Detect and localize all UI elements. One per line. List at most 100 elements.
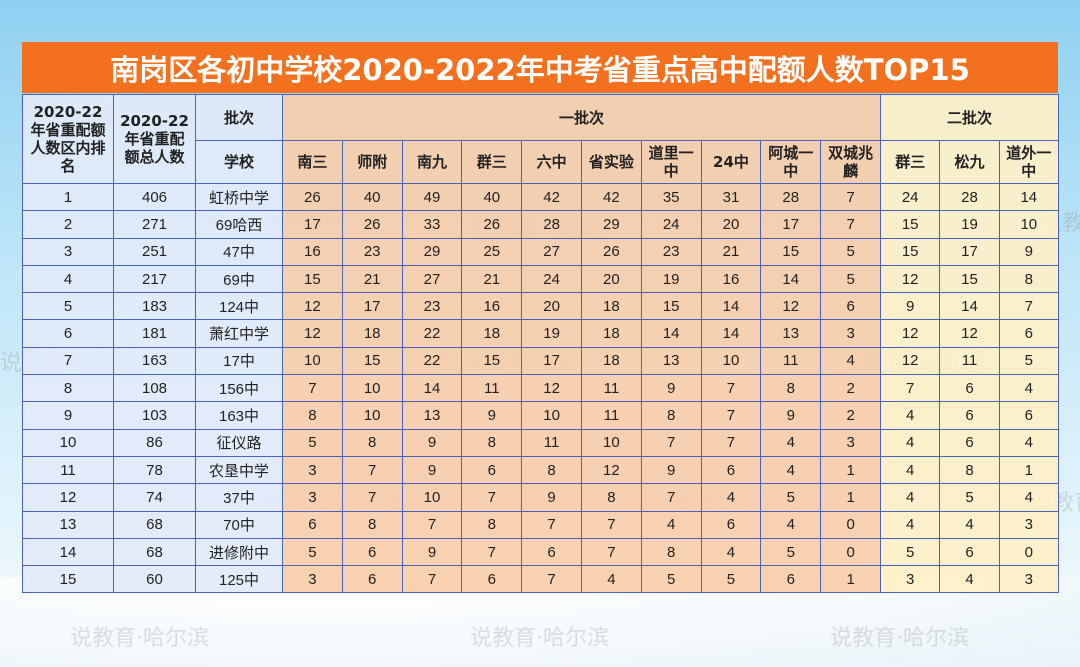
batch1-value-cell: 8 xyxy=(282,401,343,430)
batch1-value-cell: 16 xyxy=(282,237,343,266)
table-row: 9 103 163中 8 10 13 9 10 11 8 7 9 2 4 6 6 xyxy=(22,401,1059,430)
rank-cell: 12 xyxy=(22,483,114,512)
batch1-value-cell: 5 xyxy=(760,483,822,512)
batch2-value-cell: 12 xyxy=(880,346,941,376)
batch1-value-cell: 10 xyxy=(700,346,762,376)
batch1-value-cell: 7 xyxy=(461,483,523,512)
rank-cell: 7 xyxy=(22,346,114,376)
batch1-value-cell: 4 xyxy=(820,346,882,376)
batch1-value-cell: 18 xyxy=(341,319,403,348)
rank-cell: 1 xyxy=(22,182,114,212)
batch1-value-cell: 6 xyxy=(461,455,523,485)
batch1-value-cell: 12 xyxy=(282,319,343,348)
batch1-value-cell: 9 xyxy=(401,428,463,457)
batch1-value-cell: 11 xyxy=(580,374,642,403)
batch1-value-cell: 6 xyxy=(341,565,403,594)
school-cell: 征仪路 xyxy=(195,428,283,457)
school-cell: 69中 xyxy=(195,264,283,294)
batch1-value-cell: 31 xyxy=(700,182,762,212)
batch1-value-cell: 27 xyxy=(521,237,582,266)
page-title: 南岗区各初中学校2020-2022年中考省重点高中配额人数TOP15 xyxy=(22,42,1058,93)
header-batch1-school: 群三 xyxy=(461,140,523,184)
batch1-value-cell: 14 xyxy=(640,319,702,348)
batch1-value-cell: 7 xyxy=(580,537,642,567)
batch1-value-cell: 6 xyxy=(700,455,762,485)
batch2-value-cell: 24 xyxy=(880,182,941,212)
batch1-value-cell: 8 xyxy=(640,537,702,567)
batch1-value-cell: 4 xyxy=(580,565,642,594)
school-cell: 农垦中学 xyxy=(195,455,283,485)
batch2-value-cell: 3 xyxy=(998,510,1059,539)
batch1-value-cell: 15 xyxy=(760,237,822,266)
batch1-value-cell: 8 xyxy=(461,510,523,539)
header-batch2-school: 道外一中 xyxy=(998,140,1059,184)
batch2-value-cell: 14 xyxy=(998,182,1059,212)
batch2-value-cell: 28 xyxy=(939,182,1000,212)
table-row: 4 217 69中 15 21 27 21 24 20 19 16 14 5 12 15 8 xyxy=(22,264,1059,294)
batch1-value-cell: 10 xyxy=(341,374,403,403)
batch1-value-cell: 17 xyxy=(760,210,822,239)
batch1-value-cell: 8 xyxy=(341,510,403,539)
batch2-value-cell: 4 xyxy=(880,483,941,512)
batch1-value-cell: 49 xyxy=(401,182,463,212)
total-cell: 406 xyxy=(113,182,196,212)
batch1-value-cell: 22 xyxy=(401,346,463,376)
batch1-value-cell: 18 xyxy=(580,292,642,321)
batch1-value-cell: 3 xyxy=(282,455,343,485)
batch1-value-cell: 7 xyxy=(700,428,762,457)
header-batch2: 二批次 xyxy=(880,94,1059,141)
header-batch1-school: 南九 xyxy=(401,140,463,184)
batch1-value-cell: 5 xyxy=(820,237,882,266)
header-batch1-school: 南三 xyxy=(282,140,343,184)
watermark: 说教育·哈尔滨 xyxy=(470,626,609,651)
batch2-value-cell: 19 xyxy=(939,210,1000,239)
batch2-value-cell: 4 xyxy=(880,455,941,485)
batch1-value-cell: 9 xyxy=(401,537,463,567)
batch1-value-cell: 20 xyxy=(521,292,582,321)
batch1-value-cell: 14 xyxy=(760,264,822,294)
batch2-value-cell: 15 xyxy=(880,237,941,266)
header-batch1-school: 24中 xyxy=(700,140,762,184)
batch1-value-cell: 11 xyxy=(760,346,822,376)
rank-cell: 6 xyxy=(22,319,114,348)
rank-cell: 14 xyxy=(22,537,114,567)
batch1-value-cell: 7 xyxy=(341,455,403,485)
batch2-value-cell: 0 xyxy=(998,537,1059,567)
batch1-value-cell: 7 xyxy=(401,510,463,539)
batch1-value-cell: 42 xyxy=(521,182,582,212)
batch1-value-cell: 42 xyxy=(580,182,642,212)
batch1-value-cell: 10 xyxy=(521,401,582,430)
batch1-value-cell: 11 xyxy=(580,401,642,430)
batch1-value-cell: 8 xyxy=(760,374,822,403)
batch2-value-cell: 12 xyxy=(880,319,941,348)
header-batch1-school: 双城兆麟 xyxy=(820,140,882,184)
rank-cell: 9 xyxy=(22,401,114,430)
header-rank: 2020-22年省重配额人数区内排名 xyxy=(22,94,114,184)
batch1-value-cell: 7 xyxy=(700,374,762,403)
batch1-value-cell: 11 xyxy=(521,428,582,457)
watermark: 说教育·哈尔滨 xyxy=(70,626,209,651)
header-batch-label: 批次 xyxy=(195,94,283,141)
batch2-value-cell: 4 xyxy=(880,510,941,539)
batch1-value-cell: 6 xyxy=(700,510,762,539)
batch1-value-cell: 29 xyxy=(401,237,463,266)
batch1-value-cell: 4 xyxy=(640,510,702,539)
batch1-value-cell: 21 xyxy=(700,237,762,266)
batch2-value-cell: 4 xyxy=(998,483,1059,512)
batch2-value-cell: 3 xyxy=(998,565,1059,594)
batch1-value-cell: 10 xyxy=(580,428,642,457)
header-batch1-school: 道里一中 xyxy=(640,140,702,184)
table-row: 6 181 萧红中学 12 18 22 18 19 18 14 14 13 3 12 12 6 xyxy=(22,319,1059,348)
school-cell: 37中 xyxy=(195,483,283,512)
batch1-value-cell: 21 xyxy=(461,264,523,294)
table-row: 12 74 37中 3 7 10 7 9 8 7 4 5 1 4 5 4 xyxy=(22,483,1059,512)
batch1-value-cell: 9 xyxy=(640,374,702,403)
total-cell: 163 xyxy=(113,346,196,376)
batch1-value-cell: 9 xyxy=(521,483,582,512)
batch1-value-cell: 7 xyxy=(820,210,882,239)
table-row: 14 68 进修附中 5 6 9 7 6 7 8 4 5 0 5 6 0 xyxy=(22,537,1059,567)
rank-cell: 15 xyxy=(22,565,114,594)
batch1-value-cell: 6 xyxy=(820,292,882,321)
batch1-value-cell: 26 xyxy=(282,182,343,212)
batch2-value-cell: 8 xyxy=(939,455,1000,485)
